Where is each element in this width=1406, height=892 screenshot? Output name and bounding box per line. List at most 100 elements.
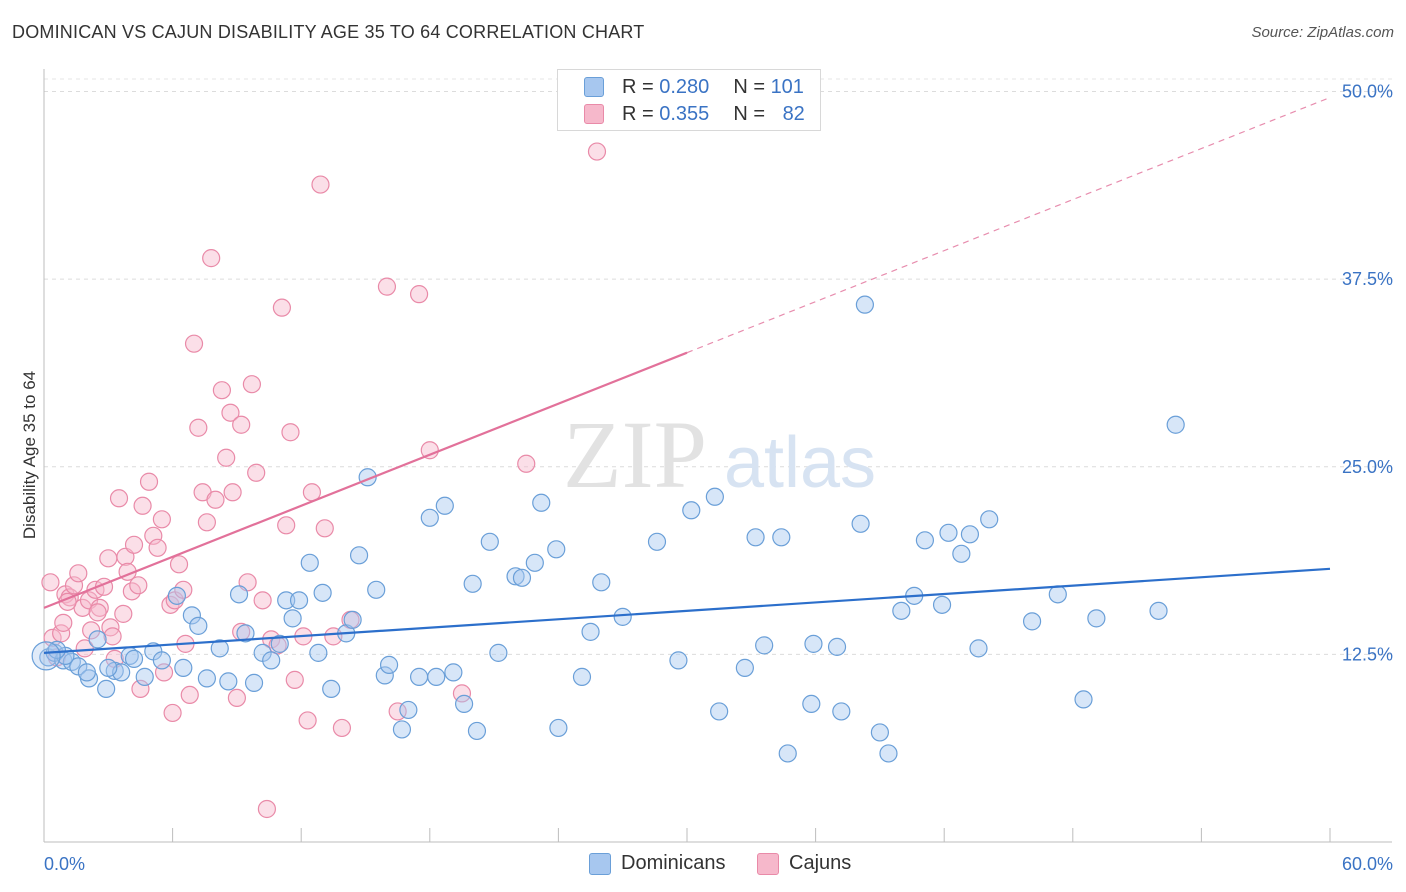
x-tick-label-min: 0.0% bbox=[44, 854, 85, 874]
dominican-point bbox=[399, 700, 418, 720]
dominican-point bbox=[467, 721, 487, 741]
y-tick-label: 37.5% bbox=[1342, 269, 1393, 289]
dominican-point bbox=[669, 651, 688, 670]
y-tick-label: 25.0% bbox=[1342, 457, 1393, 477]
dominican-point bbox=[1149, 601, 1168, 620]
dominican-point bbox=[746, 528, 765, 547]
n-label: N = bbox=[733, 75, 771, 98]
dominican-point bbox=[915, 531, 935, 550]
dominican-point bbox=[77, 663, 96, 682]
y-axis-label: Disability Age 35 to 64 bbox=[20, 371, 39, 539]
cajun-point bbox=[124, 535, 144, 554]
cajun-point bbox=[377, 277, 397, 296]
dominican-point bbox=[309, 643, 328, 662]
n-value: 82 bbox=[782, 102, 805, 125]
cajun-point bbox=[184, 334, 204, 353]
dominican-point bbox=[547, 540, 566, 559]
cajun-point bbox=[144, 526, 163, 545]
dominican-point bbox=[427, 667, 446, 686]
cajun-point bbox=[223, 483, 242, 502]
legend-item-dominicans: Dominicans bbox=[589, 852, 725, 875]
tick-labels: 12.5% 25.0% 37.5% 50.0% 0.0% 60.0% bbox=[44, 82, 1393, 874]
dominican-point bbox=[932, 595, 952, 614]
cajun-point bbox=[133, 496, 152, 515]
dominican-point bbox=[870, 723, 890, 742]
dominican-point bbox=[210, 639, 229, 658]
dominican-point bbox=[755, 636, 774, 655]
dominican-point bbox=[229, 585, 249, 604]
dominican-point bbox=[480, 532, 499, 551]
dominican-point bbox=[444, 663, 463, 682]
dominican-point bbox=[1048, 585, 1067, 604]
n-label: N = bbox=[733, 102, 771, 125]
dominican-point bbox=[592, 573, 611, 592]
dominican-point bbox=[313, 583, 332, 602]
cajun-point bbox=[148, 538, 167, 557]
dominican-point bbox=[88, 630, 107, 649]
dominican-point bbox=[219, 672, 238, 691]
dominican-point bbox=[174, 658, 193, 677]
cajun-point bbox=[212, 381, 231, 400]
source-label: Source: ZipAtlas.com bbox=[1251, 24, 1394, 41]
cajun-point bbox=[253, 591, 272, 610]
cajun-point bbox=[409, 285, 429, 304]
dominican-point bbox=[549, 718, 568, 738]
grid-lines bbox=[44, 78, 1392, 655]
dominican-point bbox=[969, 639, 988, 658]
dominican-point bbox=[367, 580, 386, 599]
dominican-point bbox=[283, 609, 302, 628]
dominican-point bbox=[349, 546, 369, 565]
dominican-point bbox=[97, 679, 116, 699]
dominican-point bbox=[1022, 612, 1042, 631]
dominican-point bbox=[647, 532, 667, 551]
dominican-point bbox=[855, 295, 874, 314]
dominican-point bbox=[99, 658, 118, 677]
dominican-point bbox=[420, 508, 439, 527]
cajun-point bbox=[247, 463, 266, 482]
cajun-point bbox=[242, 375, 262, 394]
cajun-point bbox=[221, 403, 240, 422]
cajuns-trend-extension bbox=[686, 96, 1331, 354]
cajun-point bbox=[139, 472, 159, 491]
cajun-point bbox=[152, 510, 171, 529]
dominican-point bbox=[343, 610, 362, 629]
dominican-point bbox=[581, 622, 600, 641]
legend-swatch-dominicans bbox=[589, 852, 611, 875]
dominican-point bbox=[289, 591, 309, 610]
dominican-point bbox=[262, 651, 281, 670]
cajun-point bbox=[315, 519, 334, 538]
correlation-legend: R = 0.280 N = 101 R = 0.355 N = 82 bbox=[557, 69, 821, 131]
dominican-point bbox=[124, 649, 144, 668]
cajun-point bbox=[277, 516, 296, 535]
dominican-point bbox=[851, 514, 870, 533]
dominican-point bbox=[375, 666, 394, 685]
legend-label-dominicans: Dominicans bbox=[621, 852, 726, 874]
legend-swatch-pink bbox=[584, 104, 604, 124]
cajun-point bbox=[517, 454, 536, 473]
y-tick-label: 50.0% bbox=[1342, 82, 1393, 102]
dominican-point bbox=[532, 493, 551, 512]
cajun-point bbox=[129, 576, 148, 595]
dominican-point bbox=[489, 643, 508, 662]
dominican-cluster-point bbox=[31, 641, 61, 671]
x-tick-label-max: 60.0% bbox=[1342, 854, 1393, 874]
dominican-point bbox=[613, 607, 632, 626]
dominican-point bbox=[512, 568, 532, 587]
dominican-point bbox=[827, 637, 847, 656]
watermark-zip: ZIP bbox=[563, 401, 707, 508]
cajun-point bbox=[99, 549, 118, 568]
cajun-point bbox=[69, 564, 88, 583]
dominican-point bbox=[189, 616, 208, 635]
cajun-point bbox=[64, 576, 84, 595]
dominican-point bbox=[772, 528, 791, 547]
dominican-point bbox=[463, 574, 482, 593]
dominican-point bbox=[167, 586, 186, 605]
cajun-point bbox=[163, 703, 182, 723]
cajun-point bbox=[75, 639, 94, 658]
cajun-point bbox=[82, 621, 101, 640]
dominican-point bbox=[435, 496, 454, 515]
dominican-point bbox=[778, 744, 797, 763]
chart-title: DOMINICAN VS CAJUN DISABILITY AGE 35 TO … bbox=[12, 22, 645, 42]
n-value: 101 bbox=[770, 75, 804, 98]
